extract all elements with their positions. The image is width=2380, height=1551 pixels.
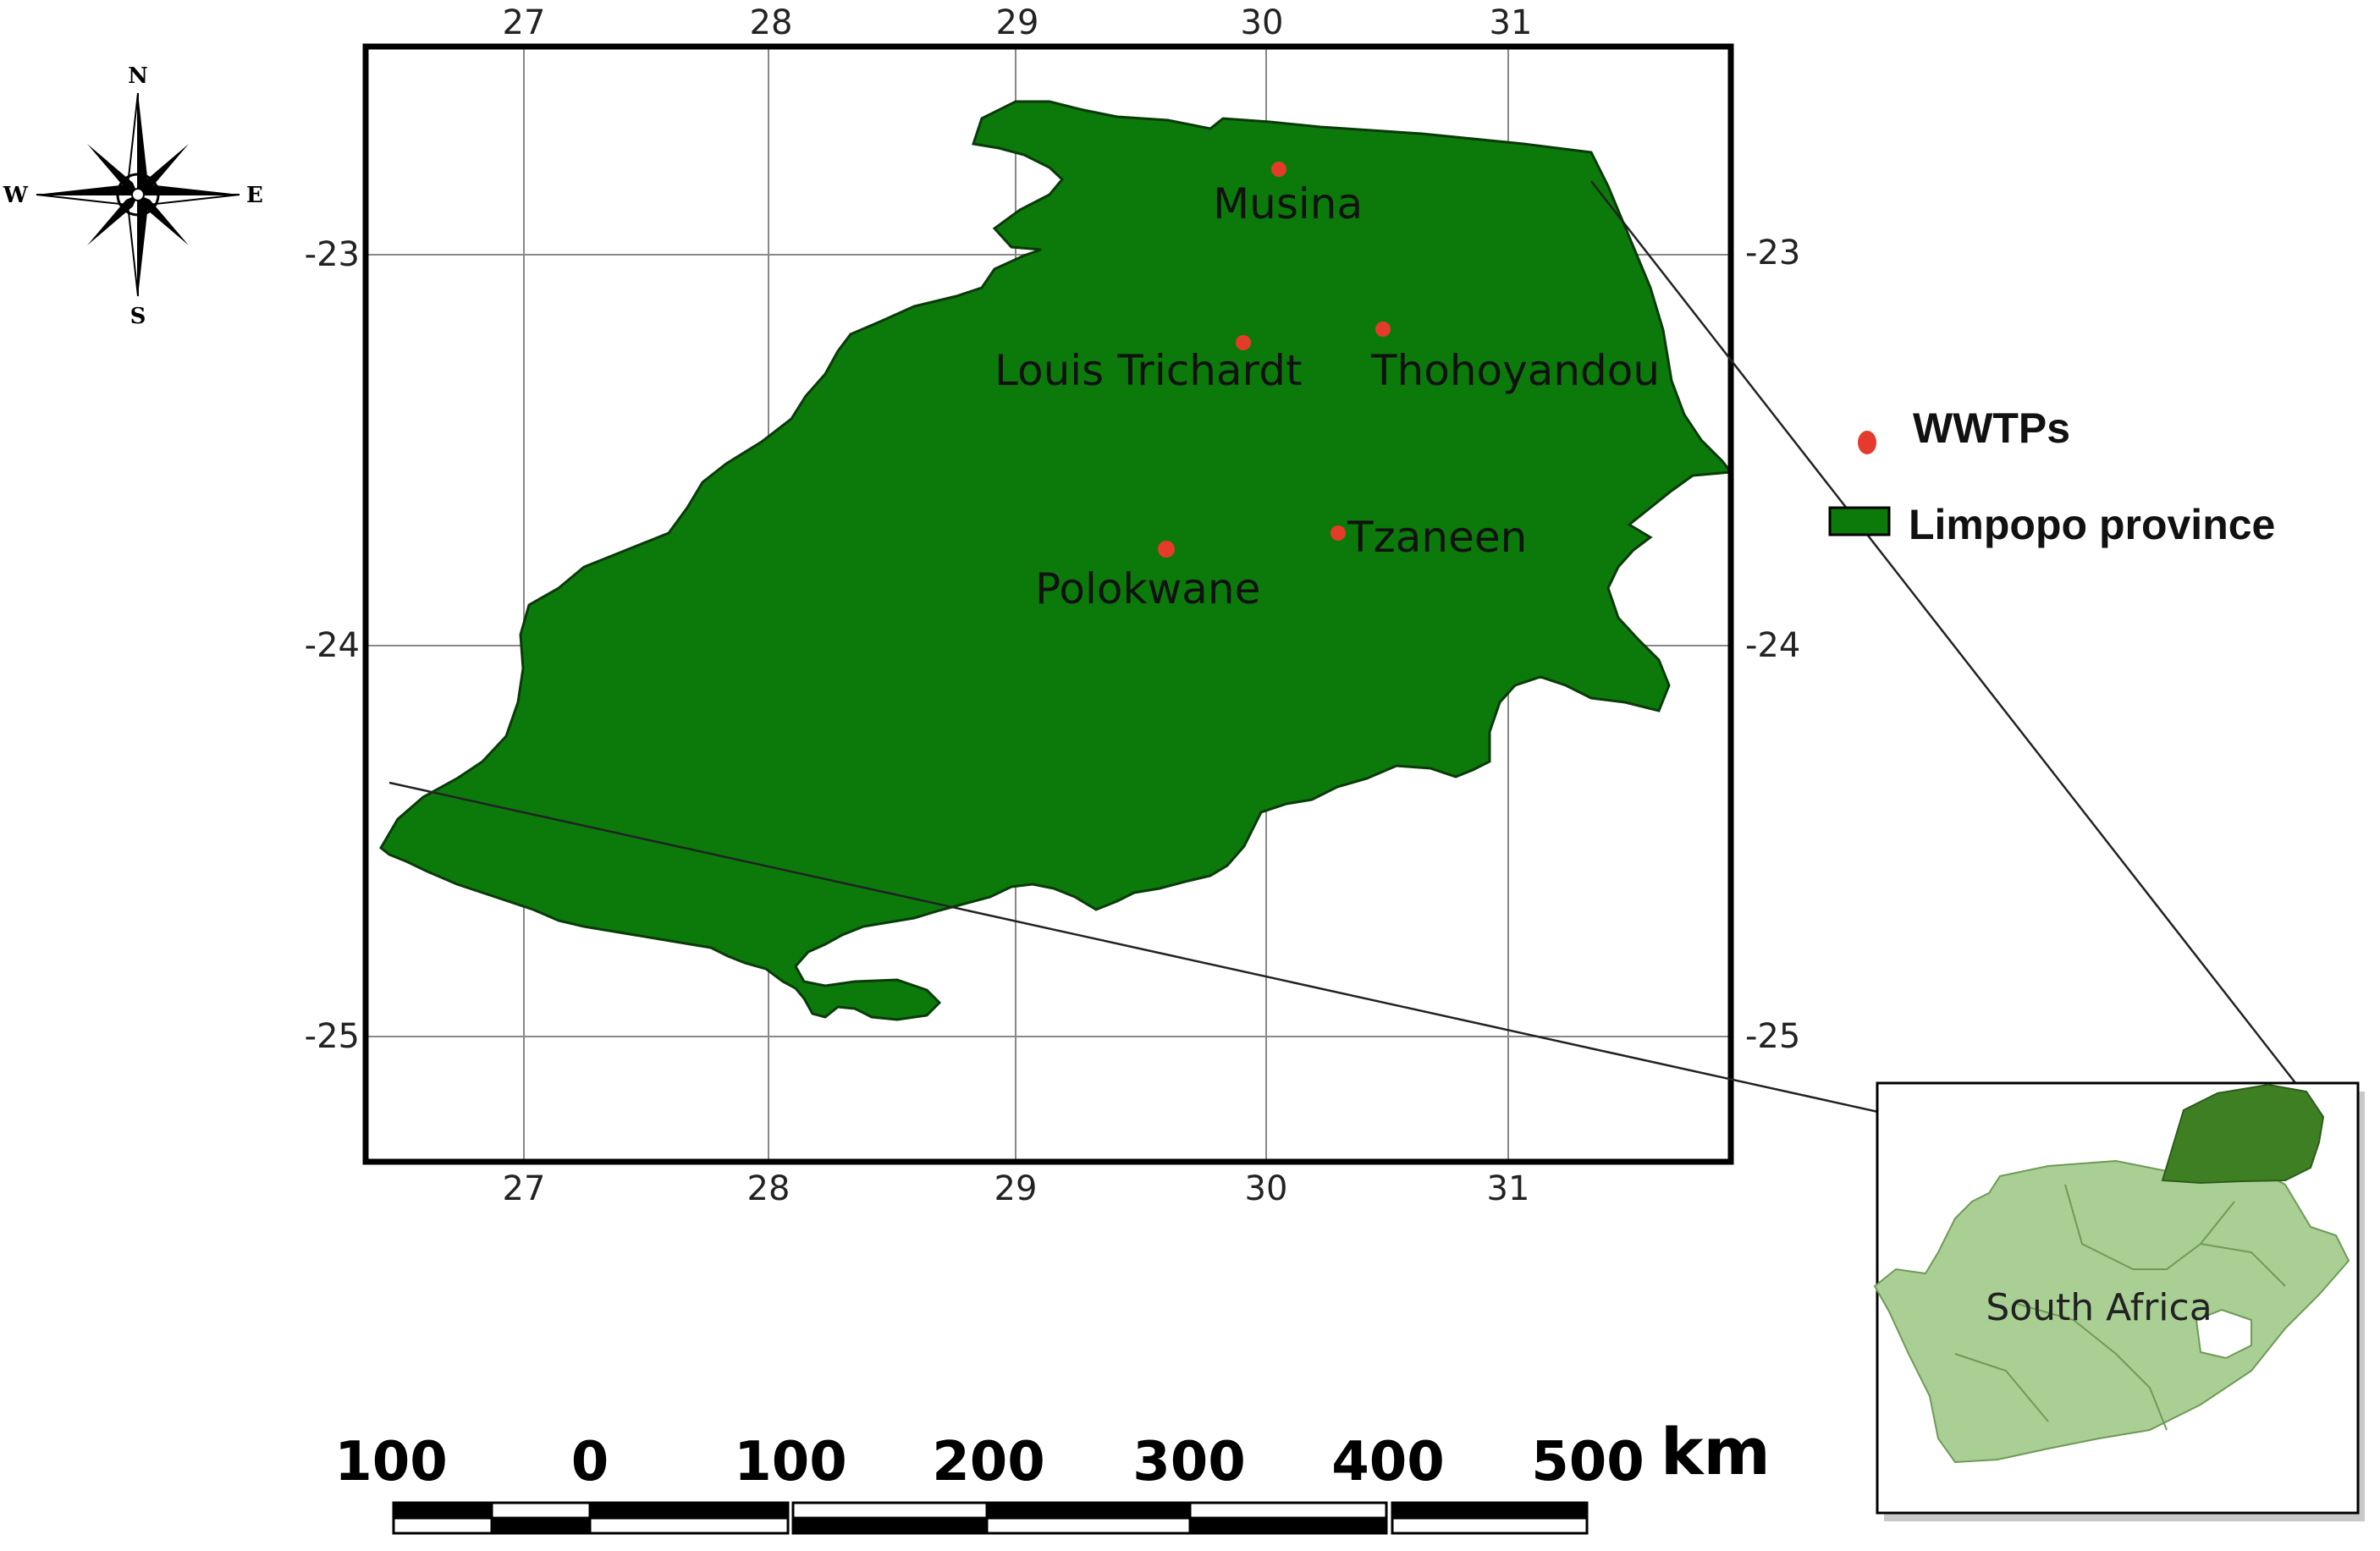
lesotho-shape [2195, 1308, 2252, 1360]
legend: WWTPs Limpopo province [1828, 404, 2275, 548]
lat-tick-right: -25 [1745, 1017, 1800, 1056]
scale-label: 100 [334, 1431, 448, 1493]
lon-tick-top: 30 [1241, 3, 1284, 42]
wwtp-marker-tzaneen [1330, 525, 1346, 541]
scale-label: 200 [932, 1431, 1045, 1493]
lat-tick-left: -23 [305, 235, 360, 274]
lon-tick-bottom: 29 [994, 1169, 1038, 1208]
scale-label: 100 [734, 1431, 847, 1493]
wwtp-points [1158, 162, 1391, 558]
scale-label: 300 [1132, 1431, 1246, 1493]
compass-north-label: N [128, 63, 148, 89]
scale-bar-segments [392, 1501, 1589, 1535]
wwtp-marker-louis-trichardt [1236, 335, 1251, 350]
limpopo-province-area [379, 100, 1733, 1021]
inset-province-borders [1954, 1184, 2286, 1431]
lon-ticks-bottom: 27 28 29 30 31 [503, 1169, 1530, 1208]
scale-label: 400 [1331, 1431, 1445, 1493]
lon-tick-top: 29 [996, 3, 1039, 42]
lon-tick-bottom: 30 [1245, 1169, 1288, 1208]
town-label-tzaneen: Tzaneen [1347, 513, 1527, 562]
legend-wwtp-symbol [1858, 431, 1876, 454]
legend-province-label: Limpopo province [1909, 501, 2275, 548]
lat-tick-left: -25 [305, 1017, 360, 1056]
main-map: 27 28 29 30 31 27 28 29 30 31 -23 -24 -2… [305, 3, 1801, 1208]
wwtp-marker-polokwane [1158, 541, 1175, 558]
town-labels: Musina Louis Trichardt Thohoyandou Tzane… [994, 179, 1660, 613]
lon-tick-bottom: 28 [747, 1169, 791, 1208]
scale-label: 0 [571, 1431, 609, 1493]
legend-wwtp-label: WWTPs [1913, 404, 2070, 452]
town-label-musina: Musina [1213, 179, 1363, 228]
lon-tick-bottom: 27 [503, 1169, 546, 1208]
compass-rose-icon [36, 92, 240, 297]
town-label-polokwane: Polokwane [1035, 564, 1260, 613]
lat-ticks-right: -23 -24 -25 [1745, 234, 1800, 1056]
compass-east-label: E [246, 183, 263, 208]
lon-tick-top: 27 [503, 3, 546, 42]
lat-tick-right: -23 [1745, 234, 1800, 272]
lon-tick-top: 31 [1490, 3, 1533, 42]
zoom-line-upper [1590, 180, 2303, 1092]
lon-tick-top: 28 [750, 3, 793, 42]
scale-label: 500 [1531, 1431, 1645, 1493]
wwtp-marker-musina [1271, 162, 1286, 177]
zoom-line-lower [388, 781, 2151, 1174]
town-label-thohoyandou: Thohoyandou [1370, 346, 1660, 395]
map-frame [362, 43, 1734, 1165]
lat-ticks-left: -23 -24 -25 [305, 235, 360, 1056]
lat-tick-left: -24 [305, 626, 360, 665]
inset-limpopo-shape [2161, 1083, 2325, 1185]
lon-ticks-top: 27 28 29 30 31 [503, 3, 1533, 42]
town-label-louis-trichardt: Louis Trichardt [994, 346, 1303, 395]
legend-province-symbol [1828, 506, 1891, 536]
scale-labels: 100 0 100 200 300 400 500 km [334, 1414, 1771, 1493]
compass-south-label: S [130, 304, 146, 329]
inset-country-label: South Africa [1986, 1286, 2212, 1329]
zoom-lines [388, 180, 2303, 1174]
inset-map: South Africa [1873, 1081, 2365, 1521]
scale-unit: km [1661, 1414, 1771, 1489]
scale-bar: 100 0 100 200 300 400 500 km [334, 1414, 1771, 1535]
compass-west-label: W [3, 183, 29, 208]
lat-tick-right: -24 [1745, 626, 1800, 665]
lon-tick-bottom: 31 [1487, 1169, 1530, 1208]
north-arrow: N S W E [3, 63, 263, 329]
wwtp-marker-thohoyandou [1375, 322, 1391, 337]
